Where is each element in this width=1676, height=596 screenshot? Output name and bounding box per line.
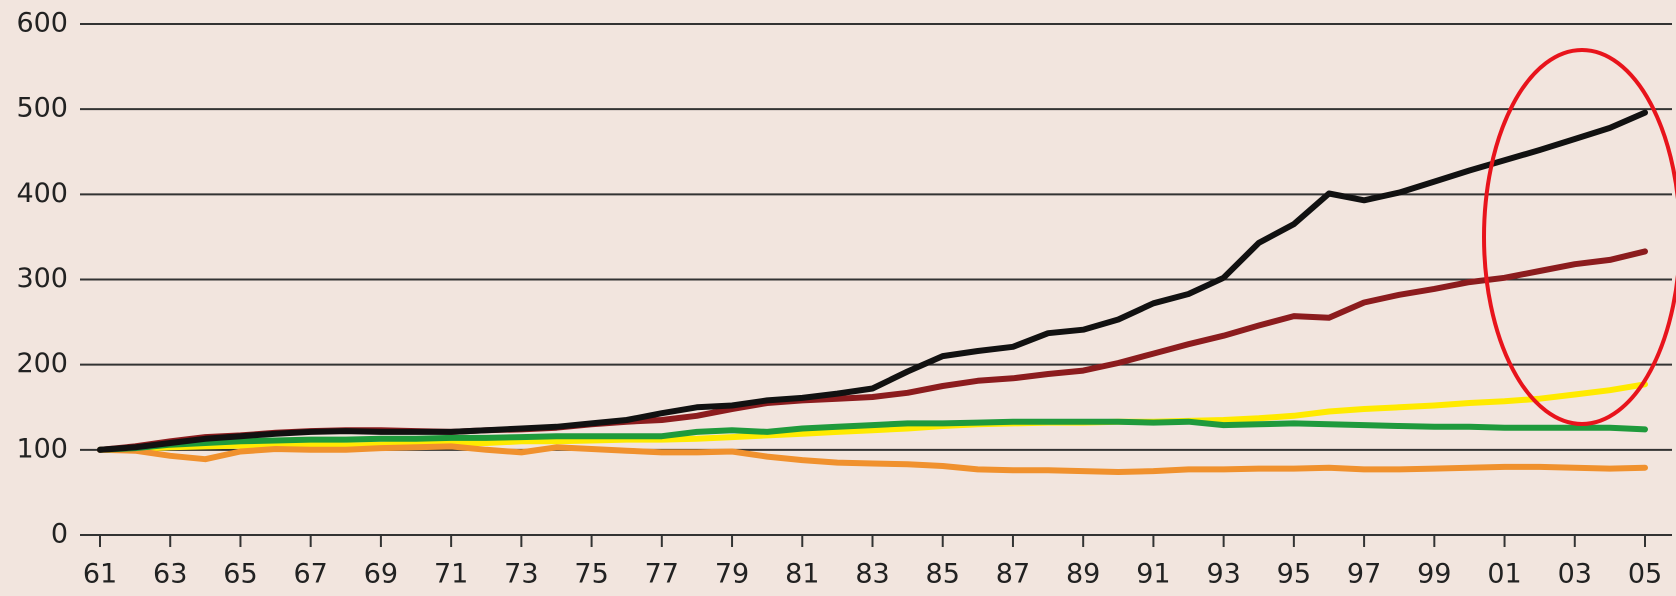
series-line <box>97 248 1648 453</box>
x-tick-label: 95 <box>1277 559 1311 590</box>
x-tick-label: 67 <box>294 559 328 590</box>
x-tick-label: 93 <box>1206 559 1240 590</box>
highlight-ellipse <box>1482 48 1676 426</box>
x-tick-label: 77 <box>645 559 679 590</box>
x-tick-label: 69 <box>364 559 398 590</box>
y-tick-label: 400 <box>16 178 68 209</box>
x-tick-label: 79 <box>715 559 749 590</box>
x-tick-label: 99 <box>1417 559 1451 590</box>
y-tick-label: 200 <box>16 348 68 379</box>
x-tick-label: 89 <box>1066 559 1100 590</box>
x-tick-label: 71 <box>434 559 468 590</box>
x-tick-label: 81 <box>785 559 819 590</box>
y-tick-label: 100 <box>16 433 68 464</box>
y-tick-label: 500 <box>16 93 68 124</box>
x-tick-label: 03 <box>1558 559 1592 590</box>
x-tick-label: 83 <box>855 559 889 590</box>
x-tick-label: 75 <box>574 559 608 590</box>
series-line <box>97 418 1648 453</box>
series-line <box>97 443 1648 475</box>
x-tick-label: 73 <box>504 559 538 590</box>
series-line <box>97 381 1648 453</box>
y-tick-label: 300 <box>16 263 68 294</box>
x-tick-label: 61 <box>83 559 117 590</box>
x-tick-label: 63 <box>153 559 187 590</box>
y-tick-label: 0 <box>51 519 68 550</box>
x-tick-label: 05 <box>1628 559 1662 590</box>
x-tick-label: 91 <box>1136 559 1170 590</box>
x-tick-label: 65 <box>223 559 257 590</box>
x-tick-label: 01 <box>1487 559 1521 590</box>
series-line <box>97 109 1648 453</box>
x-tick-label: 97 <box>1347 559 1381 590</box>
x-tick-label: 87 <box>996 559 1030 590</box>
x-tick-label: 85 <box>926 559 960 590</box>
y-tick-label: 600 <box>16 8 68 39</box>
